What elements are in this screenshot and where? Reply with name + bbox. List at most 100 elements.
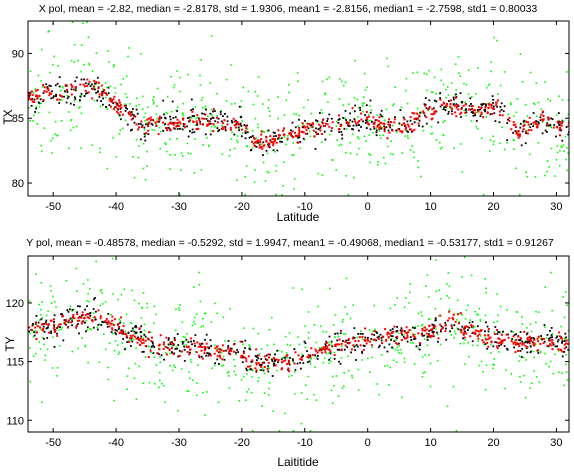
- red-series-point: [142, 341, 145, 344]
- black-series-point: [498, 344, 500, 347]
- black-series-point: [485, 104, 487, 107]
- red-series-point: [448, 310, 451, 313]
- green-scatter-point: [285, 352, 288, 354]
- red-series-point: [220, 349, 223, 352]
- red-series-point: [151, 336, 153, 339]
- green-scatter-point: [68, 111, 70, 113]
- green-scatter-point: [228, 387, 231, 389]
- red-series-point: [309, 123, 311, 126]
- green-scatter-point: [104, 301, 107, 303]
- red-series-point: [432, 326, 435, 329]
- red-series-point: [81, 314, 84, 316]
- red-series-point: [65, 318, 68, 321]
- green-scatter-point: [118, 351, 121, 353]
- green-scatter-point: [417, 166, 420, 169]
- black-series-point: [130, 345, 132, 347]
- red-series-point: [107, 321, 110, 324]
- red-series-point: [260, 130, 263, 133]
- green-scatter-point: [34, 88, 36, 90]
- green-scatter-point: [221, 153, 224, 155]
- red-series-point: [463, 331, 466, 334]
- green-scatter-point: [519, 193, 521, 196]
- red-series-point: [500, 342, 503, 345]
- red-series-point: [200, 349, 203, 352]
- red-series-point: [384, 328, 387, 331]
- green-scatter-point: [335, 125, 338, 127]
- green-scatter-point: [458, 320, 460, 323]
- red-series-point: [56, 334, 59, 337]
- red-series-point: [154, 121, 157, 124]
- green-scatter-point: [211, 367, 213, 370]
- red-series-point: [242, 352, 245, 355]
- black-series-point: [174, 348, 177, 350]
- black-series-point: [308, 360, 311, 363]
- green-scatter-point: [142, 292, 145, 294]
- green-scatter-point: [91, 70, 94, 72]
- green-scatter-point: [459, 75, 462, 77]
- black-series-point: [245, 367, 248, 370]
- black-series-point: [395, 330, 398, 333]
- black-series-point: [269, 353, 271, 356]
- green-scatter-point: [436, 359, 439, 362]
- red-series-point: [444, 324, 447, 327]
- green-scatter-point: [180, 169, 182, 171]
- black-series-point: [209, 339, 212, 342]
- black-series-point: [290, 129, 292, 132]
- red-series-point: [514, 341, 517, 344]
- green-scatter-point: [150, 351, 152, 354]
- green-scatter-point: [52, 336, 54, 338]
- bottom-x-ticks: -50 -40 -30 -20 -10 0 10 20 30: [45, 256, 563, 449]
- black-series-point: [451, 327, 454, 330]
- green-scatter-point: [92, 312, 95, 314]
- green-scatter-point: [104, 82, 107, 84]
- green-scatter-point: [113, 64, 115, 66]
- green-scatter-point: [99, 147, 101, 150]
- x-tick-label: 0: [365, 201, 371, 213]
- green-scatter-point: [533, 123, 535, 126]
- green-scatter-point: [454, 63, 457, 65]
- red-series-point: [439, 323, 442, 326]
- red-series-point: [209, 354, 212, 357]
- red-series-point: [319, 129, 322, 132]
- black-series-point: [207, 119, 209, 122]
- red-series-point: [478, 330, 481, 333]
- red-series-point: [183, 123, 186, 126]
- black-series-point: [112, 102, 115, 105]
- green-scatter-point: [409, 149, 412, 151]
- red-series-point: [65, 320, 68, 322]
- red-series-point: [406, 336, 409, 338]
- red-series-point: [495, 345, 498, 348]
- red-series-point: [233, 343, 235, 346]
- red-series-point: [442, 326, 445, 329]
- black-series-point: [398, 342, 400, 345]
- green-scatter-point: [41, 317, 43, 319]
- black-series-point: [348, 125, 351, 127]
- black-series-point: [439, 105, 442, 108]
- black-series-point: [431, 323, 434, 326]
- black-series-point: [204, 133, 207, 136]
- green-scatter-point: [448, 308, 451, 311]
- x-tick-label: -10: [297, 201, 313, 213]
- black-series-point: [201, 112, 203, 115]
- red-series-point: [203, 352, 206, 355]
- green-scatter-point: [80, 44, 83, 46]
- green-scatter-point: [446, 295, 448, 297]
- black-series-point: [539, 119, 542, 122]
- green-scatter-point: [534, 176, 537, 178]
- red-series-point: [400, 131, 403, 134]
- black-series-point: [189, 130, 191, 133]
- green-scatter-point: [144, 356, 147, 358]
- red-series-point: [321, 351, 324, 354]
- red-series-point: [530, 129, 533, 132]
- green-scatter-point: [398, 123, 401, 126]
- green-scatter-point: [40, 150, 43, 153]
- black-series-point: [296, 362, 299, 365]
- black-series-point: [76, 311, 78, 314]
- red-series-point: [195, 351, 198, 354]
- green-scatter-point: [394, 303, 396, 306]
- green-scatter-point: [179, 90, 181, 93]
- red-series-point: [262, 145, 265, 148]
- red-series-point: [361, 335, 364, 338]
- black-series-point: [66, 91, 69, 93]
- green-scatter-point: [392, 104, 394, 107]
